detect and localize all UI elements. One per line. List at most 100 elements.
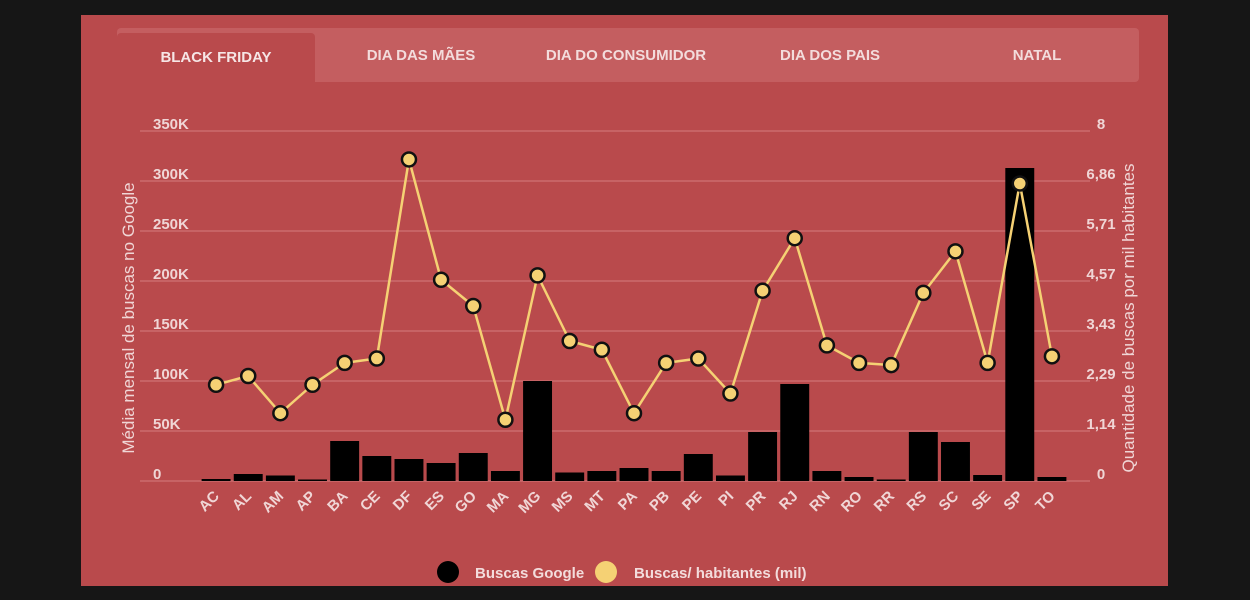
point-mt bbox=[593, 341, 611, 358]
tab-natal[interactable]: NATAL bbox=[1012, 46, 1062, 64]
category-label: PA bbox=[615, 488, 641, 514]
bar-sc bbox=[941, 442, 970, 481]
right-tick-label: 5,71 bbox=[1086, 216, 1115, 233]
category-label: TO bbox=[1032, 488, 1059, 515]
point-pi bbox=[722, 385, 739, 402]
category-label: SE bbox=[968, 488, 994, 514]
point-sp bbox=[1011, 175, 1029, 192]
bar-pe bbox=[683, 454, 713, 481]
legend-marker-bars bbox=[437, 561, 459, 583]
category-label: PR bbox=[743, 488, 770, 515]
category-label: MS bbox=[549, 488, 577, 516]
point-se bbox=[979, 354, 996, 372]
right-tick-label: 6,86 bbox=[1086, 166, 1115, 183]
bar-rs bbox=[908, 432, 938, 481]
bar-go bbox=[458, 453, 488, 481]
category-label: MT bbox=[581, 488, 608, 515]
point-ro bbox=[850, 354, 868, 372]
category-label: AP bbox=[293, 488, 320, 515]
bar-se bbox=[973, 475, 1003, 481]
category-label: AC bbox=[196, 488, 223, 515]
point-ms bbox=[561, 332, 578, 350]
category-label: RO bbox=[838, 488, 866, 516]
bar-pa bbox=[619, 468, 649, 481]
tab-dia-do-consumidor[interactable]: DIA DO CONSUMIDOR bbox=[545, 46, 707, 64]
category-label: MA bbox=[484, 488, 513, 517]
legend-label-bars: Buscas Google bbox=[475, 565, 584, 582]
bar-ma bbox=[490, 471, 520, 481]
category-label: AL bbox=[229, 488, 255, 514]
tab-dia-dos-pais[interactable]: DIA DOS PAIS bbox=[779, 46, 880, 64]
point-pa bbox=[625, 404, 643, 422]
bar-df bbox=[394, 459, 424, 481]
left-tick-label: 250K bbox=[153, 216, 189, 233]
bar-sp bbox=[1005, 168, 1035, 481]
category-label: CE bbox=[357, 488, 384, 515]
point-ce bbox=[368, 350, 386, 367]
right-tick-label: 3,43 bbox=[1086, 316, 1115, 333]
left-tick-label: 50K bbox=[153, 416, 181, 433]
right-axis-title: Quantidade de buscas por mil habitantes bbox=[1119, 163, 1138, 472]
bar-es bbox=[426, 463, 456, 481]
category-label: DF bbox=[390, 488, 416, 514]
left-tick-label: 200K bbox=[153, 266, 189, 283]
right-tick-label: 8 bbox=[1097, 116, 1105, 133]
category-label: BA bbox=[324, 488, 351, 515]
chart-panel: BLACK FRIDAY DIA DAS MÃES DIA DO CONSUMI… bbox=[81, 15, 1168, 586]
left-axis-title: Média mensal de buscas no Google bbox=[119, 182, 138, 453]
point-pb bbox=[657, 354, 675, 372]
point-rn bbox=[818, 337, 836, 354]
point-sc bbox=[947, 243, 964, 260]
bar-al bbox=[233, 474, 263, 481]
tab-black-friday[interactable]: BLACK FRIDAY bbox=[117, 33, 315, 82]
point-ap bbox=[304, 376, 321, 393]
bar-rn bbox=[812, 471, 842, 481]
point-df bbox=[400, 151, 418, 168]
bar-pr bbox=[748, 432, 778, 481]
category-label: SP bbox=[1000, 488, 1026, 514]
tab-dia-das-maes[interactable]: DIA DAS MÃES bbox=[366, 46, 476, 64]
point-rj bbox=[786, 229, 803, 247]
left-tick-label: 150K bbox=[153, 316, 189, 333]
bar-ba bbox=[330, 441, 360, 481]
right-tick-label: 1,14 bbox=[1086, 416, 1116, 433]
category-label: MG bbox=[515, 488, 544, 517]
point-to bbox=[1043, 348, 1061, 365]
bar-am bbox=[265, 475, 295, 481]
left-tick-label: 350K bbox=[153, 116, 189, 133]
point-mg bbox=[529, 267, 546, 284]
bar-ro bbox=[844, 477, 874, 481]
category-label: PE bbox=[679, 488, 705, 514]
point-pe bbox=[690, 350, 707, 367]
category-label: PB bbox=[646, 488, 673, 515]
point-am bbox=[272, 404, 289, 422]
point-ma bbox=[497, 411, 514, 428]
point-ba bbox=[336, 354, 353, 372]
category-label: RN bbox=[806, 488, 833, 515]
right-tick-label: 0 bbox=[1097, 466, 1105, 483]
bar-ce bbox=[362, 456, 392, 481]
bar-pb bbox=[651, 471, 681, 481]
bar-rr bbox=[876, 479, 906, 481]
bar-to bbox=[1037, 477, 1067, 481]
left-tick-label: 100K bbox=[153, 366, 189, 383]
legend-label-line: Buscas/ habitantes (mil) bbox=[634, 565, 807, 582]
bar-mg bbox=[523, 381, 553, 481]
bar-pi bbox=[715, 475, 745, 481]
legend-marker-line bbox=[595, 561, 617, 583]
point-al bbox=[239, 367, 257, 385]
bar-mt bbox=[587, 471, 617, 481]
bar-ms bbox=[555, 472, 585, 481]
point-es bbox=[432, 271, 450, 288]
category-label: RS bbox=[903, 488, 930, 515]
category-label: AM bbox=[259, 488, 288, 517]
category-label: ES bbox=[422, 488, 448, 514]
point-rr bbox=[882, 356, 900, 374]
point-rs bbox=[915, 284, 932, 302]
bar-ap bbox=[298, 479, 327, 481]
point-ac bbox=[207, 376, 225, 393]
category-label: SC bbox=[936, 488, 963, 515]
bar-ac bbox=[201, 479, 231, 481]
category-label: RR bbox=[871, 488, 898, 515]
